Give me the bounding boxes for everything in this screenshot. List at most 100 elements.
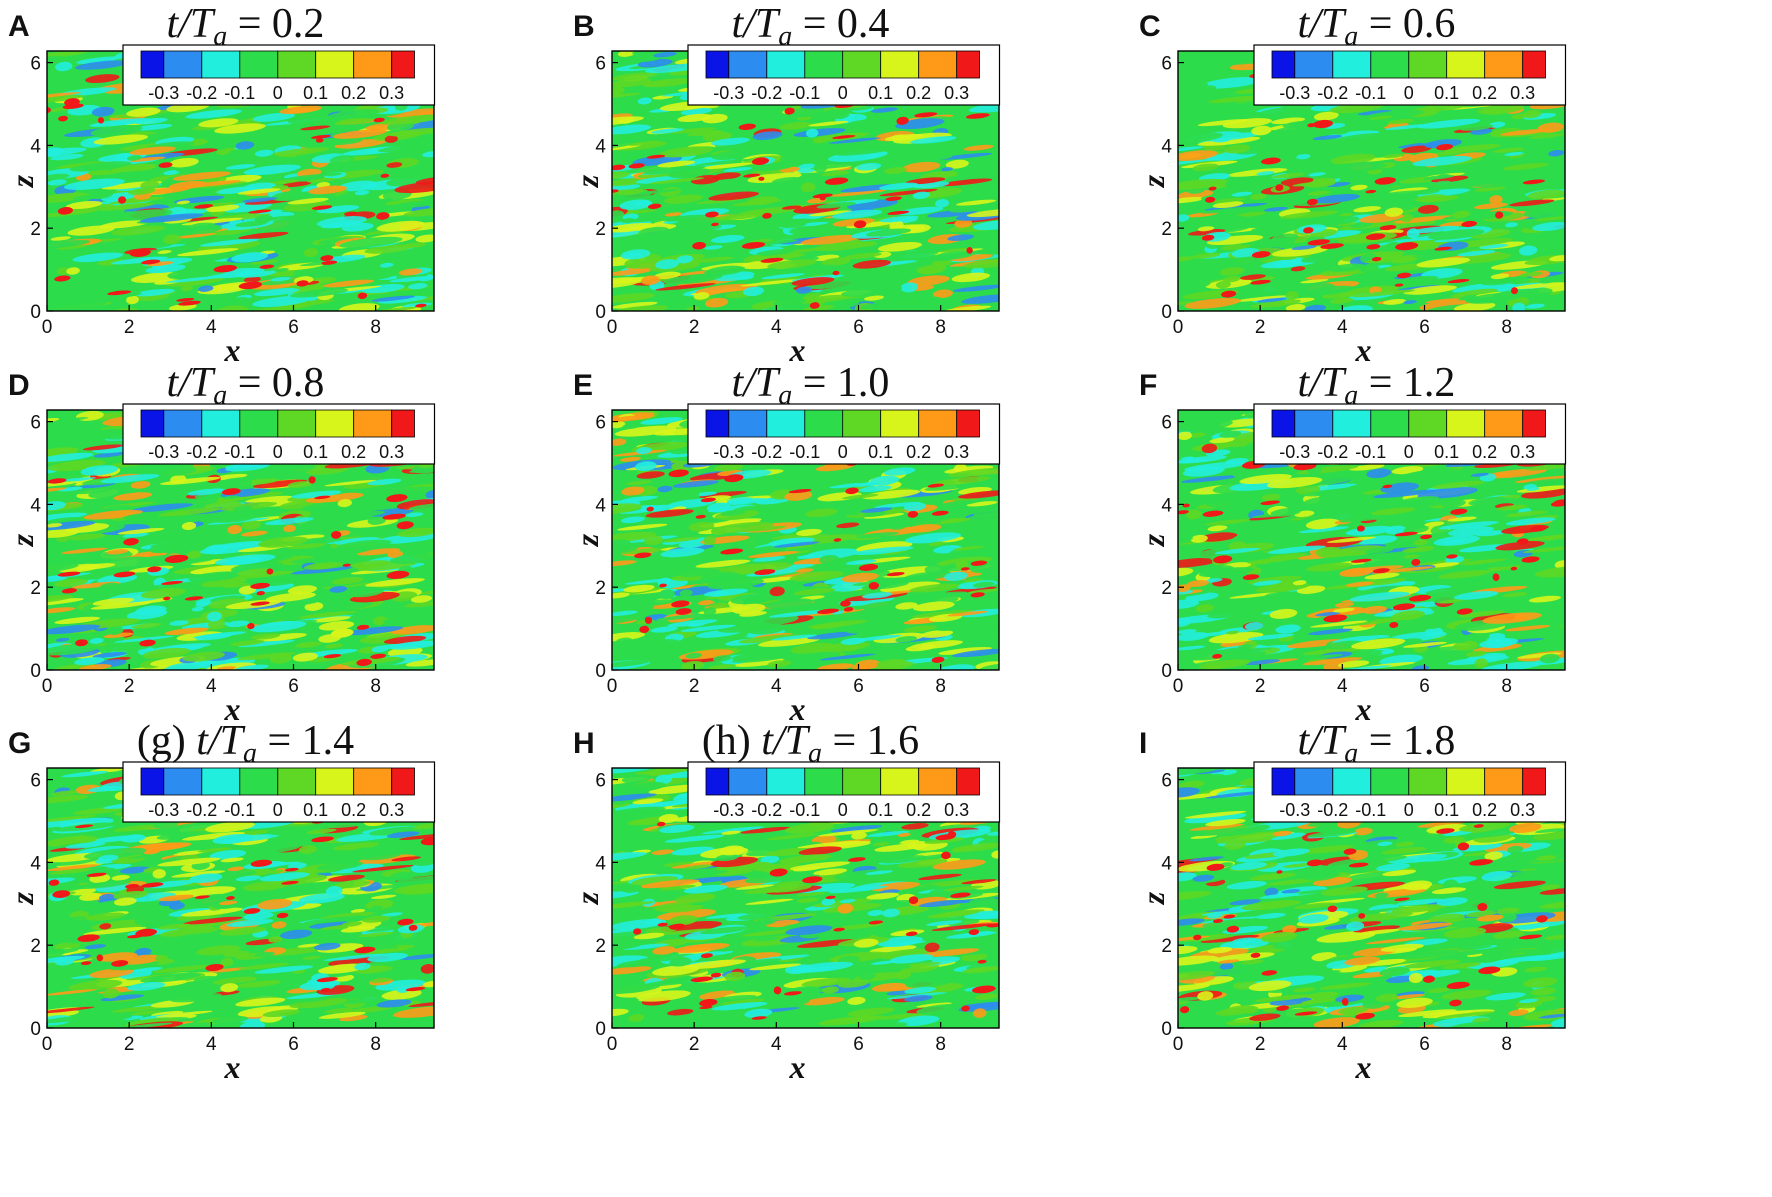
streak [1403,285,1457,295]
streak [350,560,390,569]
hot-spot [1307,198,1318,206]
colorbar-level-label: 0.1 [303,442,328,462]
streak [637,97,652,105]
streak [1431,480,1485,489]
streak [612,998,639,1007]
streak [855,659,881,670]
streak [1193,252,1221,259]
x-tick-label: 0 [1173,676,1184,697]
streak [1548,150,1565,157]
streak [120,834,146,843]
streak [1496,504,1528,511]
streak [1537,122,1564,133]
streak [305,492,364,503]
streak [124,583,181,591]
streak [1271,299,1302,306]
hot-spot [1521,556,1540,563]
streak [839,899,856,904]
streak [57,486,83,492]
streak [51,790,78,796]
streak [1308,172,1326,177]
streak [929,154,953,160]
streak [409,822,434,828]
streak [884,167,907,174]
streak [235,875,262,882]
streak [1178,891,1212,901]
hot-spot [205,963,224,972]
streak [1187,108,1222,115]
streak [1178,411,1233,422]
x-axis-label: x [789,1049,806,1085]
streak [825,595,861,603]
streak [275,299,335,308]
streak [1532,221,1565,232]
streak [612,305,669,311]
streak [257,898,293,910]
streak [408,502,434,511]
streak [199,238,260,247]
streak [67,225,115,236]
streak [801,264,841,275]
colorbar-swatch [880,50,920,79]
x-tick-label: 4 [206,317,217,338]
x-tick-label: 4 [206,676,217,697]
streak [1337,660,1370,668]
streak [47,955,85,963]
streak [703,588,749,597]
streak [924,942,940,953]
streak [1345,581,1374,587]
streak [308,185,347,195]
hot-spot [848,857,866,862]
streak [816,201,856,209]
streak [853,938,879,948]
streak [733,658,787,667]
streak [1319,982,1372,990]
streak [47,452,94,462]
hot-spot [61,588,77,594]
x-tick-label: 8 [1501,676,1512,697]
streak [1468,599,1526,609]
streak [297,943,320,948]
streak [1474,186,1506,192]
streak [616,523,669,531]
streak [733,983,778,995]
x-tick-label: 6 [853,676,864,697]
streak [324,1007,353,1014]
streak [252,885,270,889]
colorbar-level-label: 0.1 [868,800,893,820]
streak [1233,534,1254,542]
streak [1413,539,1429,546]
hot-spot [1436,143,1454,151]
streak [389,275,434,283]
streak [322,279,375,288]
streak [624,578,670,585]
hot-spot [1323,614,1348,623]
streak [385,198,424,206]
streak [98,893,115,901]
y-tick-label: 0 [595,661,606,682]
streak [874,964,912,972]
hot-spot [57,207,73,215]
streak [1513,282,1565,290]
streak [420,964,434,974]
streak [350,908,366,914]
hot-spot [845,487,859,495]
y-tick-label: 6 [1161,413,1172,434]
streak [1178,150,1218,161]
streak [298,463,316,470]
x-axis-label: x [789,691,806,727]
panel-title: t/Ta = 0.4 [732,1,890,52]
streak [612,268,653,276]
hot-spot [812,193,833,199]
streak [1209,198,1246,204]
y-axis-label: z [569,891,605,905]
streak [748,226,773,235]
streak [379,198,393,203]
streak [1211,220,1247,227]
streak [1539,887,1565,895]
streak [862,489,921,500]
colorbar-level-label: -0.1 [224,442,255,462]
streak [188,571,242,582]
colorbar-level-label: -0.3 [1279,83,1310,103]
hot-spot [960,567,970,571]
